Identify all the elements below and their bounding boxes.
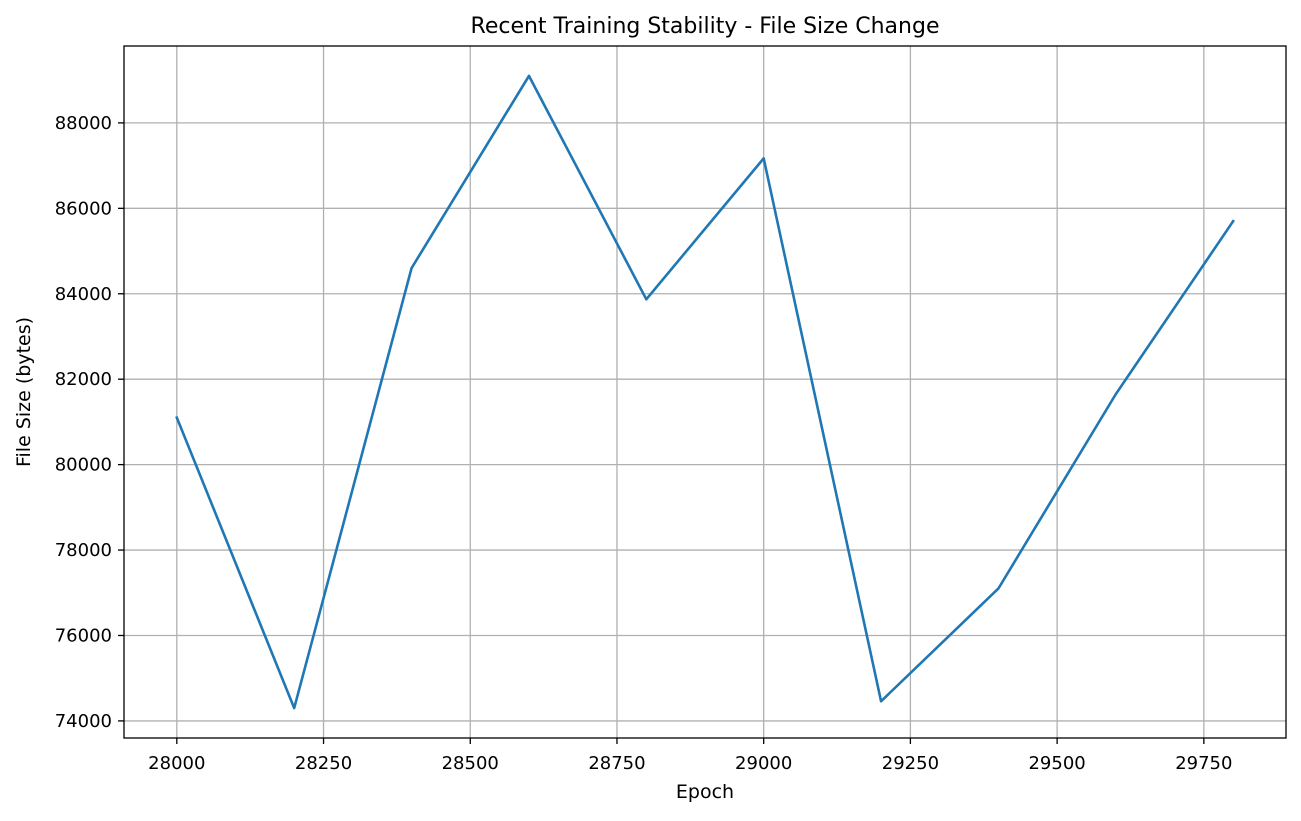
- x-tick-label: 28750: [588, 753, 645, 774]
- series-layer: [175, 74, 1235, 710]
- y-tick-label: 78000: [55, 540, 112, 561]
- y-tick-label: 82000: [55, 369, 112, 390]
- y-tick-label: 80000: [55, 455, 112, 476]
- x-tick-label: 29500: [1028, 753, 1085, 774]
- y-tick-label: 76000: [55, 625, 112, 646]
- x-tick-label: 29250: [882, 753, 939, 774]
- x-tick-label: 28500: [442, 753, 499, 774]
- x-tick-label: 29750: [1175, 753, 1232, 774]
- y-axis-label: File Size (bytes): [13, 317, 35, 467]
- y-tick-label: 74000: [55, 711, 112, 732]
- x-tick-label: 28250: [295, 753, 352, 774]
- series-line: [175, 74, 1235, 710]
- x-tick-label: 29000: [735, 753, 792, 774]
- plot-area-frame: [123, 45, 1287, 739]
- x-tick-label: 28000: [148, 753, 205, 774]
- x-axis-label: Epoch: [676, 781, 734, 803]
- grid-lines: [124, 46, 1286, 738]
- y-axis-ticks: 74000 76000 78000 80000 82000 84000 86000 88000: [55, 113, 124, 732]
- y-tick-label: 88000: [55, 113, 112, 134]
- y-tick-label: 84000: [55, 284, 112, 305]
- chart-title: Recent Training Stability - File Size Ch…: [471, 14, 940, 39]
- x-axis-ticks: 28000 28250 28500 28750 29000 29250 29500 29750: [148, 738, 1232, 774]
- y-tick-label: 86000: [55, 198, 112, 219]
